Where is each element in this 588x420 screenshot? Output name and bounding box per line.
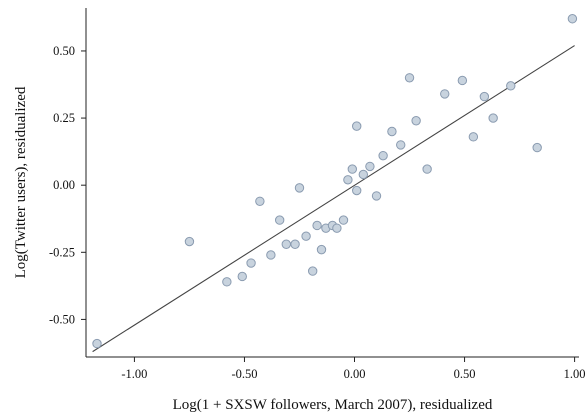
y-tick-label: 0.00 [53, 178, 75, 192]
data-point [532, 142, 542, 153]
data-point [290, 239, 300, 249]
data-point [387, 126, 397, 137]
axes [81, 8, 579, 362]
data-point [404, 73, 415, 83]
y-axis-title: Log(Twitter users), residualized [13, 86, 29, 278]
data-point [294, 183, 305, 193]
data-point [440, 89, 450, 99]
data-point [274, 215, 285, 225]
data-point [301, 231, 311, 241]
x-tick-label: 0.00 [344, 367, 366, 381]
data-point [358, 169, 369, 180]
x-axis-title: Log(1 + SXSW followers, March 2007), res… [173, 397, 493, 413]
data-point [457, 75, 468, 86]
data-point [352, 185, 362, 196]
data-point [347, 164, 358, 174]
data-point [488, 113, 498, 123]
x-tick-label: 0.50 [454, 367, 476, 381]
data-point [184, 236, 195, 247]
data-point [312, 220, 322, 231]
x-tick-label: -1.00 [121, 367, 147, 381]
y-tick-label: -0.50 [49, 312, 75, 326]
data-point [506, 81, 516, 91]
data-point [352, 121, 362, 131]
tick-labels-layer: -1.00 -0.50 0.00 0.50 1.00 -0.50 -0.25 0.00 0.25… [49, 44, 586, 381]
data-point [92, 338, 102, 349]
data-point [396, 140, 406, 150]
data-point [468, 132, 479, 142]
data-point [237, 271, 247, 282]
data-point [422, 164, 432, 174]
y-tick-label: 0.25 [53, 111, 75, 125]
points-layer [92, 14, 578, 349]
y-tick-label: 0.50 [53, 44, 75, 58]
data-point [371, 191, 382, 201]
data-point [316, 244, 327, 255]
data-point [338, 215, 349, 225]
data-point [479, 91, 490, 102]
data-point [222, 277, 232, 287]
data-point [567, 14, 578, 24]
y-tick-label: -0.25 [49, 245, 75, 259]
data-point [378, 150, 388, 161]
regression-line [92, 45, 575, 353]
data-point [246, 258, 256, 268]
data-point [266, 250, 276, 260]
data-point [255, 196, 265, 206]
x-tick-label: -0.50 [231, 367, 257, 381]
fit-line-layer [92, 45, 575, 353]
data-point [281, 239, 291, 249]
data-point [343, 175, 353, 185]
data-point [411, 116, 421, 126]
x-tick-label: 1.00 [564, 367, 586, 381]
data-point [332, 223, 342, 233]
data-point [307, 266, 318, 276]
data-point [365, 161, 375, 172]
